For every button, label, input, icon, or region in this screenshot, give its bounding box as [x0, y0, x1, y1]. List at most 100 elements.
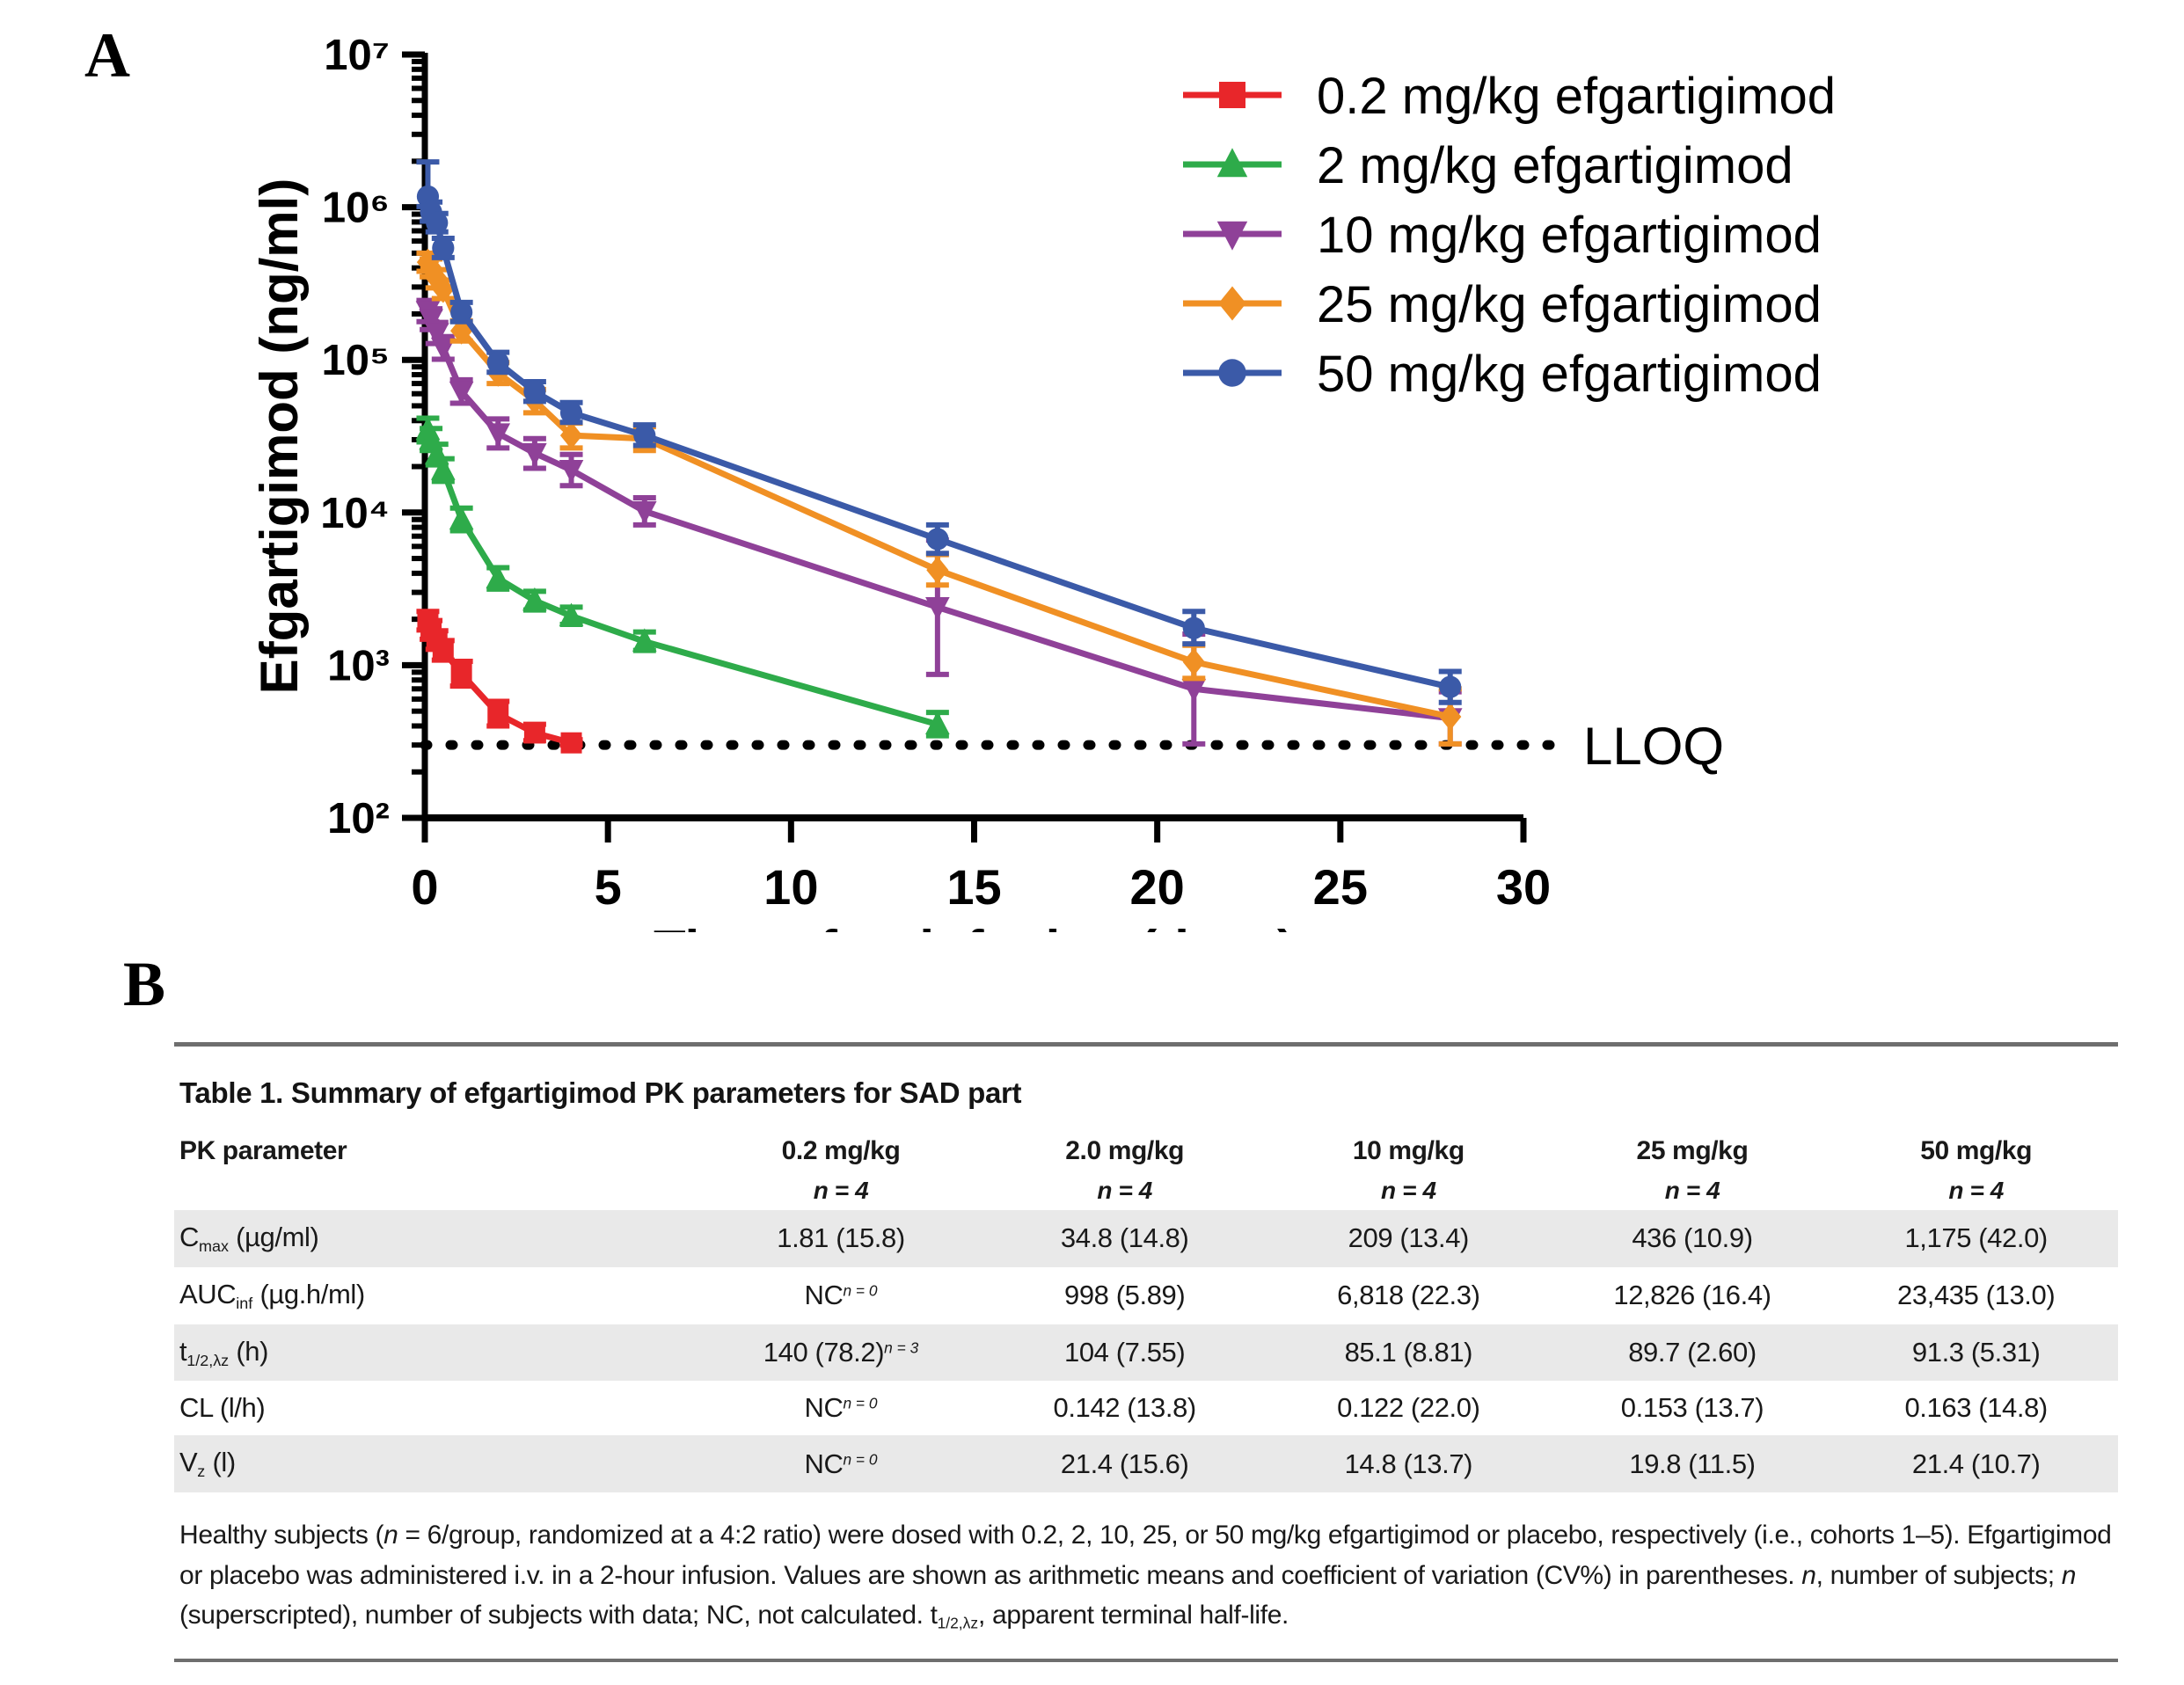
data-point-marker	[1181, 678, 1207, 703]
data-point-marker	[1216, 221, 1248, 251]
value-cell: 0.122 (22.0)	[1337, 1392, 1480, 1424]
value-cell: 1,175 (42.0)	[1904, 1222, 2048, 1254]
value-cell: 209 (13.4)	[1348, 1222, 1470, 1254]
legend-item-5[interactable]: 50 mg/kg efgartigimod	[1183, 346, 1822, 403]
value-cell: 140 (78.2)n = 3	[763, 1336, 919, 1368]
y-axis-tick-label: 10⁴	[320, 490, 390, 537]
value-cell: NCn = 0	[804, 1392, 878, 1424]
y-axis-tick-label: 10⁵	[321, 337, 390, 384]
table-row: Cmax (µg/ml) 1.81 (15.8) 34.8 (14.8) 209 (1…	[174, 1210, 2118, 1267]
value-cell: 91.3 (5.31)	[1911, 1336, 2041, 1368]
data-point-marker	[432, 275, 455, 303]
x-axis-tick-label: 5	[595, 859, 622, 915]
legend-label: 50 mg/kg efgartigimod	[1317, 346, 1822, 403]
value-cell: 14.8 (13.7)	[1344, 1448, 1473, 1479]
footnote-fragment: n	[2061, 1560, 2077, 1590]
dose-label: 50 mg/kg	[1920, 1136, 2033, 1165]
x-axis-title: Time after infusion (days)	[654, 920, 1295, 932]
data-point-marker	[1439, 703, 1462, 731]
dose-n-count: n = 4	[1381, 1177, 1436, 1204]
data-point-marker	[419, 309, 443, 332]
data-point-marker	[522, 442, 547, 467]
legend-label: 0.2 mg/kg efgartigimod	[1317, 68, 1836, 125]
parameter-subscript: max	[199, 1236, 229, 1255]
footnote-fragment: n	[1801, 1560, 1816, 1590]
data-point-marker	[420, 254, 442, 282]
legend-item-2[interactable]: 2 mg/kg efgartigimod	[1183, 137, 1793, 194]
data-point-marker	[450, 317, 473, 345]
parameter-name-cell: Vz (l)	[179, 1447, 236, 1480]
data-point-marker	[432, 639, 454, 661]
dose-label: 10 mg/kg	[1352, 1136, 1465, 1165]
parameter-name-cell: AUCinf (µg.h/ml)	[179, 1278, 365, 1312]
legend-item-4[interactable]: 25 mg/kg efgartigimod	[1183, 276, 1822, 333]
table-row: t1/2,λz (h) 140 (78.2)n = 3 104 (7.55) 85.1…	[174, 1324, 2118, 1382]
table-row: CL (l/h) NCn = 0 0.142 (13.8) 0.122 (22.0) 0…	[174, 1381, 2118, 1435]
value-cell: 104 (7.55)	[1064, 1336, 1186, 1368]
data-point-marker	[559, 401, 583, 425]
legend-label: 10 mg/kg efgartigimod	[1317, 207, 1822, 264]
footnote-fragment: , apparent terminal half-life.	[978, 1601, 1289, 1630]
data-point-marker	[559, 421, 583, 449]
table-title: Table 1. Summary of efgartigimod PK para…	[179, 1076, 1022, 1109]
data-point-marker	[432, 237, 455, 259]
value-cell: 23,435 (13.0)	[1897, 1280, 2056, 1311]
table-bottom-rule	[174, 1658, 2118, 1662]
value-cell: 6,818 (22.3)	[1337, 1280, 1480, 1311]
value-cell: 21.4 (10.7)	[1911, 1448, 2041, 1479]
x-axis-tick-label: 0	[411, 859, 438, 915]
data-point-marker	[450, 301, 473, 324]
x-axis-tick-label: 15	[946, 859, 1001, 915]
legend-item-1[interactable]: 0.2 mg/kg efgartigimod	[1183, 68, 1836, 125]
value-cell: NCn = 0	[804, 1448, 878, 1479]
column-header-parameter: PK parameter	[179, 1136, 347, 1165]
data-point-marker	[1439, 675, 1462, 698]
data-point-marker	[925, 711, 950, 735]
value-cell: 12,826 (16.4)	[1613, 1280, 1771, 1311]
table-header-row: PK parameter 0.2 mg/kg n = 4 2.0 mg/kg n = …	[174, 1136, 2118, 1210]
data-point-marker	[633, 424, 656, 447]
footnote-fragment: 1/2,λz	[937, 1614, 979, 1632]
data-point-marker	[1216, 148, 1248, 178]
data-point-marker	[1182, 648, 1205, 676]
value-cell: 0.163 (14.8)	[1904, 1392, 2048, 1424]
x-axis-tick-label: 10	[763, 859, 818, 915]
column-header-dose-2: 2.0 mg/kg n = 4	[982, 1136, 1267, 1210]
table-header: PK parameter 0.2 mg/kg n = 4 2.0 mg/kg n = …	[174, 1136, 2118, 1210]
value-cell: 0.142 (13.8)	[1053, 1392, 1196, 1424]
panel-a-label: A	[84, 20, 130, 91]
panel-b-table: Table 1. Summary of efgartigimod PK para…	[174, 1042, 2118, 1662]
footnote-fragment: (superscripted), number of subjects with…	[179, 1601, 938, 1630]
value-cell: 85.1 (8.81)	[1344, 1336, 1473, 1368]
parameter-subscript: inf	[236, 1294, 253, 1312]
data-point-marker	[431, 338, 456, 361]
y-axis-title: Efgartigimod (ng/ml)	[250, 179, 309, 695]
table-row: Vz (l) NCn = 0 21.4 (15.6) 14.8 (13.7) 19.8 …	[174, 1435, 2118, 1492]
dose-n-count: n = 4	[1097, 1177, 1152, 1204]
data-point-marker	[925, 596, 950, 621]
column-header-dose-5: 50 mg/kg n = 4	[1834, 1136, 2118, 1210]
series-5	[416, 159, 1462, 705]
y-axis-tick-label: 10³	[327, 642, 390, 689]
data-point-marker	[632, 628, 657, 652]
footnote-fragment: n	[383, 1521, 398, 1550]
data-point-marker	[431, 456, 456, 480]
x-axis-tick-label: 30	[1496, 859, 1551, 915]
footnote-fragment: = 6/group, randomized at a 4:2 ratio) we…	[179, 1521, 2112, 1590]
value-cell: 998 (5.89)	[1064, 1280, 1186, 1311]
x-axis-tick-label: 20	[1130, 859, 1185, 915]
value-superscript: n = 0	[843, 1281, 878, 1300]
value-superscript: n = 3	[884, 1339, 919, 1357]
data-point-marker	[560, 732, 582, 754]
column-header-dose-4: 25 mg/kg n = 4	[1551, 1136, 1835, 1210]
dose-label: 0.2 mg/kg	[781, 1136, 901, 1165]
data-point-marker	[450, 663, 472, 685]
value-superscript: n = 0	[843, 1394, 878, 1412]
value-cell: 436 (10.9)	[1632, 1222, 1753, 1254]
footnote-fragment: Healthy subjects (	[179, 1521, 384, 1550]
table-row: AUCinf (µg.h/ml) NCn = 0 998 (5.89) 6,818 (…	[174, 1267, 2118, 1324]
column-header-dose-3: 10 mg/kg n = 4	[1267, 1136, 1551, 1210]
table-body: Cmax (µg/ml) 1.81 (15.8) 34.8 (14.8) 209 (1…	[174, 1210, 2118, 1492]
data-point-marker	[632, 500, 657, 525]
legend-item-3[interactable]: 10 mg/kg efgartigimod	[1183, 207, 1822, 264]
